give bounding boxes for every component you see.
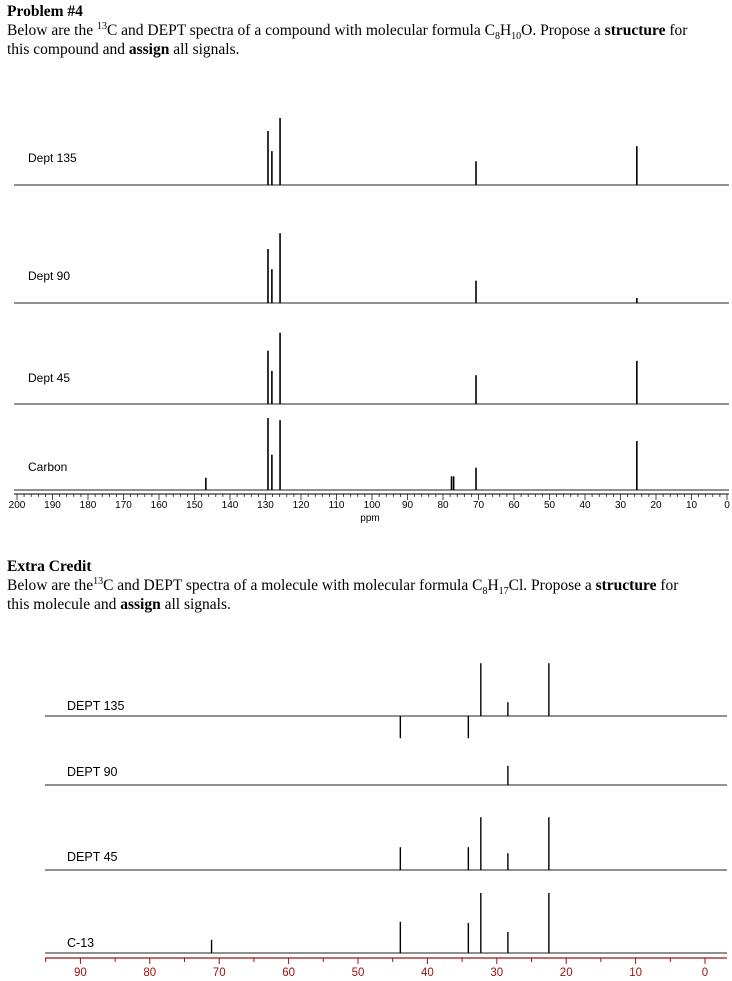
tick-label: 120 <box>293 500 310 511</box>
tick-label: 20 <box>650 500 662 511</box>
tick-label: 40 <box>421 967 434 979</box>
tick-label: 20 <box>560 967 573 979</box>
tick-label: 60 <box>508 500 520 511</box>
spectrum-panel: Dept 90 <box>14 233 729 304</box>
panel-label: DEPT 45 <box>67 850 118 864</box>
panel-label: DEPT 90 <box>67 765 118 779</box>
tick-label: 180 <box>80 500 97 511</box>
x-axis-label: ppm <box>360 513 379 524</box>
tick-label: 160 <box>151 500 168 511</box>
problem-title: Problem #4 <box>7 3 83 20</box>
panel-label: DEPT 135 <box>67 699 124 713</box>
extra-credit-title: Extra Credit <box>7 558 92 575</box>
tick-label: 0 <box>702 967 708 979</box>
extra-credit-instructions: Below are the13C and DEPT spectra of a m… <box>7 575 679 613</box>
tick-label: 130 <box>257 500 274 511</box>
x-axis: 200 190 180 170 160 150 140 130 120 110 100 90 80 70 6… <box>9 493 730 524</box>
spectrum-panel: DEPT 135 <box>45 663 727 739</box>
tick-label: 10 <box>686 500 698 511</box>
spectrum-panel: C-13 <box>45 893 727 954</box>
spectrum-panel: Dept 45 <box>14 332 729 405</box>
tick-label: 70 <box>213 967 226 979</box>
problem-instructions: Below are the 13C and DEPT spectra of a … <box>7 20 688 58</box>
panel-label: Carbon <box>28 460 67 474</box>
tick-label: 70 <box>473 500 485 511</box>
tick-label: 30 <box>490 967 503 979</box>
tick-label: 110 <box>329 500 345 511</box>
tick-label: 200 <box>9 500 26 511</box>
tick-label: 100 <box>364 500 381 511</box>
spectrum-chart-2: DEPT 135 DEPT 90 DEPT 45 C-13 90 80 70 60 50 40 30… <box>45 663 727 979</box>
panel-label: Dept 90 <box>28 269 70 283</box>
tick-label: 80 <box>437 500 449 511</box>
tick-label: 0 <box>724 500 730 511</box>
panel-label: C-13 <box>67 936 94 950</box>
tick-label: 50 <box>544 500 556 511</box>
tick-label: 150 <box>186 500 203 511</box>
spectrum-panel: DEPT 90 <box>45 765 727 786</box>
tick-label: 90 <box>74 967 87 979</box>
tick-label: 10 <box>629 967 642 979</box>
tick-label: 140 <box>222 500 239 511</box>
tick-label: 30 <box>615 500 627 511</box>
tick-label: 50 <box>352 967 365 979</box>
x-axis: 90 80 70 60 50 40 30 20 10 0 <box>45 957 727 979</box>
spectrum-panel: DEPT 45 <box>45 817 727 871</box>
tick-label: 60 <box>282 967 295 979</box>
tick-label: 190 <box>44 500 61 511</box>
spectrum-panel: Dept 135 <box>14 118 729 186</box>
panel-label: Dept 45 <box>28 371 70 385</box>
panel-label: Dept 135 <box>28 151 77 165</box>
spectrum-panel: Carbon <box>14 418 729 491</box>
tick-label: 90 <box>402 500 414 511</box>
tick-label: 40 <box>579 500 591 511</box>
tick-label: 80 <box>143 967 156 979</box>
tick-label: 170 <box>115 500 132 511</box>
